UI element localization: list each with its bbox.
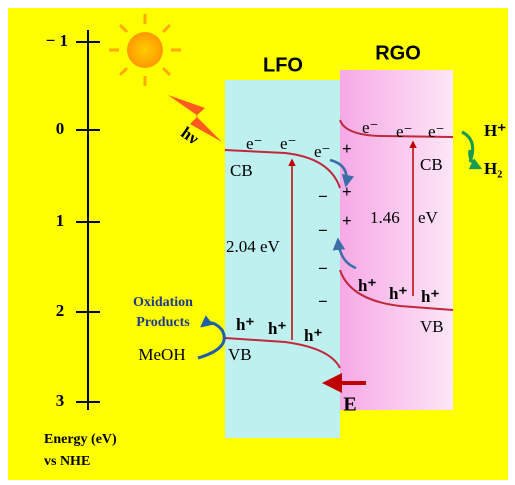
electron: e⁻	[246, 134, 263, 153]
axis-label: Energy (eV)	[44, 432, 117, 447]
plus-charge: +	[342, 139, 352, 158]
electron: e⁻	[314, 142, 331, 161]
minus-charge: −	[318, 187, 328, 206]
cb-label: CB	[420, 155, 443, 174]
electron: e⁻	[280, 134, 297, 153]
minus-charge: −	[318, 221, 328, 240]
lfo-title: LFO	[263, 54, 303, 76]
band-diagram: − 1 0 1 2 3 Energy (eV) vs NHE hν LFO RG…	[0, 0, 515, 485]
minus-charge: −	[318, 292, 328, 311]
hole: h⁺	[389, 284, 407, 303]
electron: e⁻	[362, 118, 379, 137]
gap-label: 2.04 eV	[226, 237, 281, 256]
oxidation-product: Products	[136, 315, 190, 330]
electron: e⁻	[396, 122, 413, 141]
axis-tick: 0	[56, 119, 65, 138]
hole: h⁺	[268, 319, 286, 338]
oxidation-product: Oxidation	[133, 295, 193, 310]
hole: h⁺	[358, 276, 376, 295]
cb-label: CB	[230, 161, 253, 180]
reactant: H⁺	[484, 121, 506, 140]
axis-label: vs NHE	[44, 454, 90, 469]
reactant: MeOH	[138, 345, 185, 364]
vb-label: VB	[420, 317, 444, 336]
plus-charge: +	[342, 211, 352, 230]
minus-charge: −	[318, 259, 328, 278]
gap-label: 1.46 eV	[370, 208, 439, 227]
axis-tick: 3	[56, 391, 65, 410]
axis-tick: 2	[56, 301, 65, 320]
hole: h⁺	[421, 287, 439, 306]
product: H₂	[484, 159, 502, 178]
hole: h⁺	[304, 326, 322, 345]
axis-tick: 1	[56, 211, 65, 230]
electron: e⁻	[428, 122, 445, 141]
field-label: E	[343, 394, 356, 416]
hole: h⁺	[236, 315, 254, 334]
rgo-title: RGO	[375, 42, 421, 64]
axis-tick: − 1	[46, 31, 68, 50]
vb-label: VB	[228, 345, 252, 364]
